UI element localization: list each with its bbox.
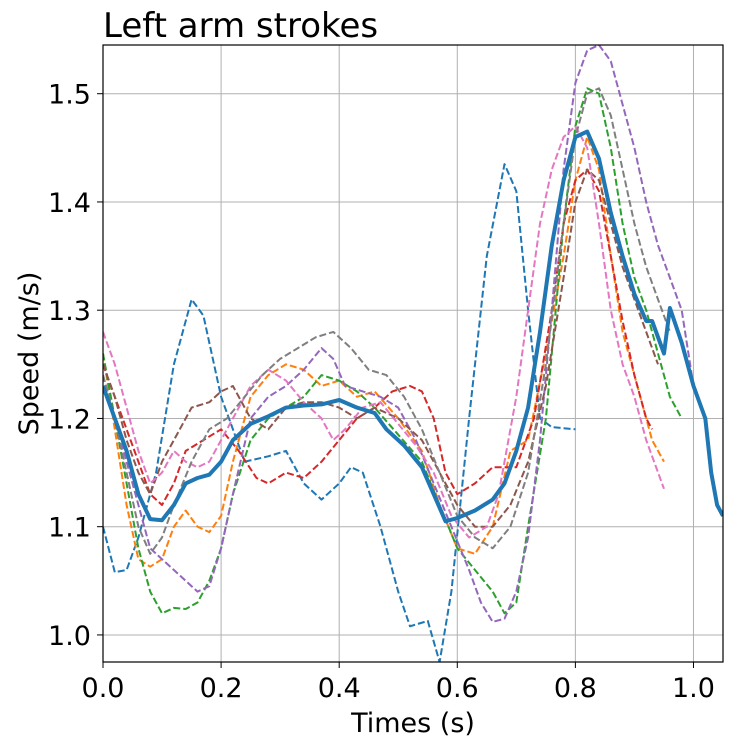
dashed-series-line bbox=[103, 168, 659, 528]
dashed-series-line bbox=[103, 125, 665, 539]
y-ticks: 1.0 1.1 1.2 1.3 1.4 1.5 bbox=[48, 80, 103, 652]
y-tick-label: 1.1 bbox=[48, 513, 91, 544]
dashed-series-line bbox=[103, 163, 576, 662]
x-axis-label: Times (s) bbox=[350, 708, 475, 739]
x-tick-label: 1.0 bbox=[672, 673, 715, 704]
x-tick-label: 0.8 bbox=[554, 673, 597, 704]
dashed-series-line bbox=[103, 87, 683, 615]
plot-frame bbox=[102, 44, 724, 663]
y-tick-label: 1.0 bbox=[48, 621, 91, 652]
y-tick-label: 1.4 bbox=[48, 188, 91, 219]
chart-title: Left arm strokes bbox=[103, 6, 378, 46]
x-tick-label: 0.4 bbox=[318, 673, 361, 704]
dashed-series-line bbox=[103, 136, 665, 568]
x-tick-label: 0.0 bbox=[82, 673, 125, 704]
y-axis-label: Speed (m/s) bbox=[14, 272, 45, 436]
x-ticks: 0.0 0.2 0.4 0.6 0.8 1.0 bbox=[82, 662, 715, 704]
mean-series-line bbox=[103, 129, 723, 524]
dashed-series-line bbox=[103, 168, 653, 506]
y-tick-label: 1.5 bbox=[48, 80, 91, 111]
x-tick-label: 0.6 bbox=[436, 673, 479, 704]
y-tick-label: 1.3 bbox=[48, 296, 91, 327]
dashed-series-line bbox=[103, 87, 671, 555]
x-tick-label: 0.2 bbox=[200, 673, 243, 704]
series-lines bbox=[103, 45, 723, 662]
y-tick-label: 1.2 bbox=[48, 404, 91, 435]
dashed-series-line bbox=[103, 45, 695, 623]
